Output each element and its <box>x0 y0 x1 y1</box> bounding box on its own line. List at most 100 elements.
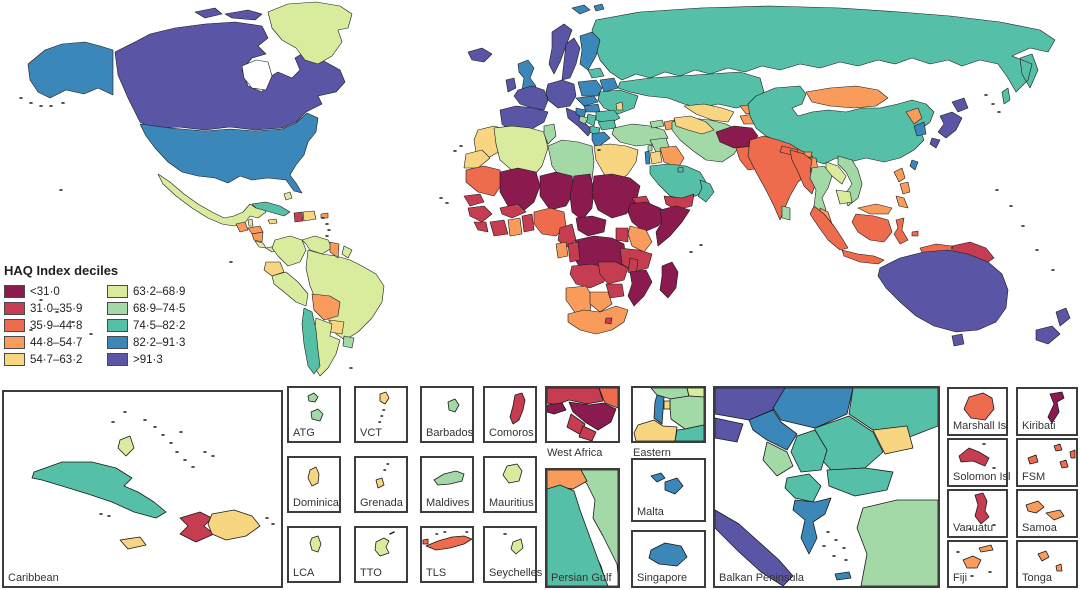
region-alaska <box>27 41 114 99</box>
inset-region-kiribati <box>1047 391 1065 424</box>
region-usa <box>139 112 319 194</box>
inset-region-singapore <box>648 542 688 567</box>
inset-tto: TTO <box>354 526 408 583</box>
region-bosnia <box>578 115 589 125</box>
inset-region-turkey <box>856 499 938 586</box>
inset-region-northeast <box>686 388 704 398</box>
inset-region-west-bank <box>663 400 671 410</box>
region-french-guiana <box>341 245 353 259</box>
region-cambodia <box>835 189 853 205</box>
region-dominican-republic <box>302 210 317 222</box>
legend-item: <31·0 <box>4 283 101 300</box>
grenadines-specks <box>378 409 386 423</box>
inset-label-barbados: Barbados <box>426 427 474 439</box>
legend-item: 31·0–35·9 <box>4 300 101 317</box>
legend-item: 35·9–44·8 <box>4 317 101 334</box>
inset-tonga: Tonga <box>1016 540 1078 588</box>
inset-region-jamaica <box>119 536 147 550</box>
inset-label-atg: ATG <box>293 427 315 439</box>
world-choropleth-map <box>19 1 1071 377</box>
inset-region-guinea <box>568 401 617 431</box>
region-north-korea <box>905 107 923 125</box>
legend-label: 35·9–44·8 <box>30 319 83 332</box>
region-somalia <box>655 205 691 247</box>
inset-kiribati: Kiribati <box>1016 387 1078 436</box>
inset-region-moldova <box>872 425 914 455</box>
region-madagascar <box>659 261 679 299</box>
inset-region-barbados <box>447 398 460 413</box>
region-ukraine <box>597 89 639 115</box>
region-mali <box>499 167 541 213</box>
inset-region-croatia-slovenia <box>748 409 798 451</box>
region-kazakhstan <box>617 71 765 109</box>
region-myanmar <box>789 149 817 195</box>
inset-region-marshall-islands <box>963 392 995 421</box>
inset-fsm: FSM <box>1016 438 1078 487</box>
inset-region-dominica <box>307 466 320 487</box>
region-greece <box>591 131 611 149</box>
region-sumatra <box>809 205 849 251</box>
inset-label-dominica: Dominica <box>293 497 339 509</box>
region-guatemala <box>235 221 249 233</box>
inset-vct: VCT <box>354 386 408 443</box>
inset-label-samoa: Samoa <box>1022 522 1057 534</box>
legend-swatch <box>107 353 128 366</box>
inset-samoa: Samoa <box>1016 489 1078 538</box>
region-colombia <box>271 235 307 267</box>
small-islands <box>19 94 1055 369</box>
legend-swatch <box>4 353 25 366</box>
region-greenland <box>267 1 353 65</box>
inset-label-fsm: FSM <box>1022 471 1046 483</box>
inset-region-saudi-arabia <box>547 484 609 586</box>
region-philippines <box>893 167 911 209</box>
region-south-korea <box>913 121 927 137</box>
region-gabon <box>555 241 569 259</box>
legend-label: 31·0–35·9 <box>30 302 83 315</box>
region-belize <box>247 218 254 227</box>
inset-region-trinidad-tobago <box>374 537 390 557</box>
hudson-bay <box>241 59 273 91</box>
inset-mauritius: Mauritius <box>483 456 537 513</box>
inset-region-tonga <box>1037 550 1063 572</box>
inset-grenada: Grenada <box>354 456 408 513</box>
region-ireland <box>505 77 517 93</box>
inset-label-maldives: Maldives <box>426 497 470 509</box>
region-central-african-republic <box>575 215 607 237</box>
inset-region-malta <box>650 472 684 495</box>
region-congo <box>567 241 581 263</box>
inset-region-liberia <box>578 425 597 441</box>
legend-item: >91·3 <box>107 351 185 368</box>
grenada-specks <box>383 463 390 471</box>
region-lesotho <box>604 317 613 325</box>
legend-label: <31·0 <box>30 285 60 298</box>
region-iraq <box>659 145 685 169</box>
inset-region-albania-macedonia <box>784 473 822 503</box>
region-uganda <box>615 227 629 243</box>
aegean-islands <box>822 531 848 561</box>
inset-region-grenada <box>375 477 385 489</box>
region-algeria <box>493 125 549 181</box>
inset-tls: TLS <box>420 526 474 583</box>
inset-label-fiji: Fiji <box>953 572 968 584</box>
region-kuwait <box>677 166 684 173</box>
inset-label-tls: TLS <box>426 567 447 579</box>
legend-item: 68·9–74·5 <box>107 300 185 317</box>
region-bulgaria <box>597 119 617 131</box>
inset-region-crete <box>834 571 852 581</box>
inset-label-persian-gulf: Persian Gulf <box>551 572 612 584</box>
region-senegal <box>463 193 485 207</box>
region-germany <box>545 79 577 109</box>
legend-label: 54·7–63·2 <box>30 353 83 366</box>
inset-label-singapore: Singapore <box>637 572 688 584</box>
inset-label-comoros: Comoros <box>489 427 534 439</box>
legend-swatch <box>107 319 128 332</box>
region-namibia <box>565 285 593 315</box>
region-south-africa <box>567 305 629 335</box>
inset-balkan-peninsula: Balkan Peninsula <box>713 386 940 588</box>
region-nicaragua <box>251 231 264 243</box>
region-uruguay <box>342 335 355 349</box>
region-jamaica <box>267 218 278 225</box>
legend-grid: <31·0 31·0–35·9 35·9–44·8 44·8–54·7 54·7… <box>4 283 185 368</box>
region-uzbekistan <box>683 103 735 123</box>
